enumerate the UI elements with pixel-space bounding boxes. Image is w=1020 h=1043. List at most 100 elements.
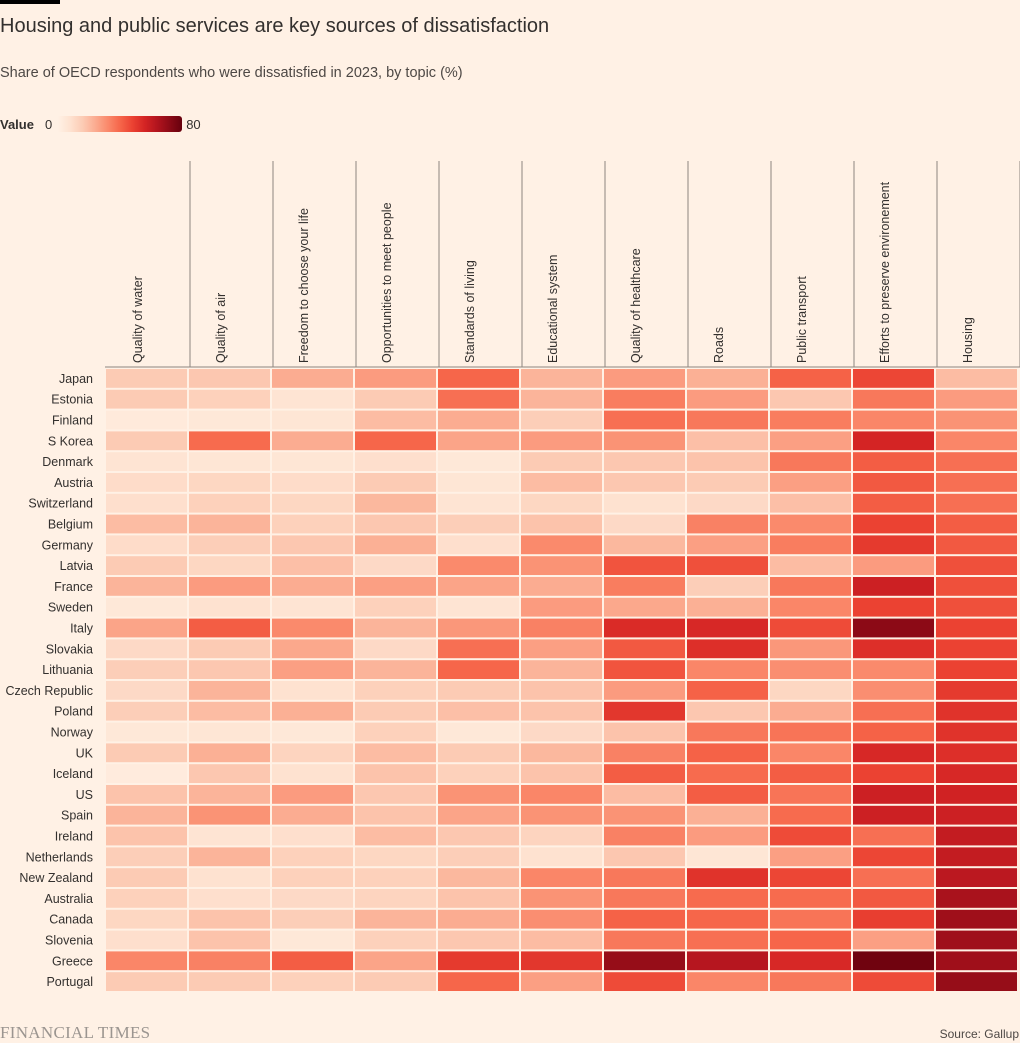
heatmap-cell [687, 722, 768, 742]
heatmap-cell [770, 597, 851, 617]
heatmap-cell [438, 847, 519, 867]
heatmap-cell [438, 493, 519, 513]
heatmap-cell [853, 951, 934, 971]
heatmap-cell [853, 410, 934, 430]
heatmap-cell [687, 431, 768, 451]
heatmap-cell [189, 743, 270, 763]
heatmap-cell [272, 577, 353, 596]
heatmap-cell [770, 431, 851, 451]
heatmap-cell [355, 951, 436, 971]
heatmap-cell [853, 535, 934, 555]
heatmap-cell [853, 722, 934, 742]
heatmap-cell [687, 889, 768, 908]
heatmap-cell [936, 826, 1017, 846]
heatmap-cell [936, 951, 1017, 971]
heatmap-cell [687, 514, 768, 534]
heatmap-cell [936, 431, 1017, 451]
heatmap-chart: Quality of water Quality of air Freedom to… [5, 161, 1020, 991]
heatmap-cell [355, 577, 436, 596]
heatmap-cell [853, 577, 934, 596]
heatmap-cell [355, 431, 436, 451]
heatmap-cell [438, 681, 519, 700]
heatmap-cell [936, 868, 1017, 887]
heatmap-cell [189, 889, 270, 908]
heatmap-cell [355, 660, 436, 679]
heatmap-cell [604, 597, 685, 617]
heatmap-cell [687, 577, 768, 596]
column-label: Quality of healthcare [629, 248, 643, 363]
heatmap-cell [438, 514, 519, 534]
heatmap-cell [936, 972, 1017, 991]
heatmap-cell [106, 930, 187, 950]
heatmap-cell [936, 556, 1017, 575]
heatmap-cell [853, 681, 934, 700]
heatmap-cell [853, 972, 934, 991]
heatmap-cell [521, 493, 602, 513]
heatmap-cell [604, 577, 685, 596]
heatmap-cell [189, 639, 270, 659]
heatmap-cell [438, 701, 519, 721]
row-label: Greece [52, 954, 93, 968]
heatmap-cell [106, 889, 187, 908]
heatmap-cell [355, 597, 436, 617]
heatmap-cell [106, 701, 187, 721]
heatmap-cell [687, 535, 768, 555]
heatmap-cell [272, 639, 353, 659]
heatmap-cell [687, 930, 768, 950]
heatmap-cell [438, 764, 519, 783]
heatmap-cell [355, 972, 436, 991]
heatmap-cell [604, 826, 685, 846]
heatmap-cell [521, 556, 602, 575]
heatmap-cell [604, 743, 685, 763]
heatmap-cell [438, 660, 519, 679]
heatmap-cell [106, 951, 187, 971]
heatmap-cell [189, 514, 270, 534]
heatmap-cell [687, 909, 768, 929]
heatmap-cell [272, 369, 353, 388]
heatmap-cell [853, 514, 934, 534]
heatmap-cell [272, 452, 353, 471]
heatmap-cell [604, 556, 685, 575]
heatmap-cell [936, 389, 1017, 409]
heatmap-cell [687, 805, 768, 825]
heatmap-cell [189, 826, 270, 846]
heatmap-cell [189, 410, 270, 430]
heatmap-cell [438, 577, 519, 596]
heatmap-cell [604, 535, 685, 555]
heatmap-cell [189, 369, 270, 388]
row-label: Poland [54, 705, 93, 719]
heatmap-cell [106, 764, 187, 783]
heatmap-cell [272, 660, 353, 679]
heatmap-cell [189, 701, 270, 721]
heatmap-cell [687, 972, 768, 991]
heatmap-cell [272, 431, 353, 451]
heatmap-cell [521, 868, 602, 887]
heatmap-cell [189, 577, 270, 596]
row-label: Sweden [48, 601, 93, 615]
heatmap-cell [106, 639, 187, 659]
row-label: Netherlands [26, 850, 93, 864]
heatmap-cell [106, 847, 187, 867]
heatmap-cell [687, 473, 768, 492]
heatmap-cell [272, 493, 353, 513]
heatmap-cell [438, 452, 519, 471]
heatmap-cell [189, 535, 270, 555]
heatmap-cell [853, 826, 934, 846]
heatmap-cell [438, 473, 519, 492]
heatmap-cell [687, 743, 768, 763]
heatmap-cell [106, 785, 187, 804]
heatmap-cell [604, 431, 685, 451]
heatmap-cell [936, 805, 1017, 825]
heatmap-cell [936, 369, 1017, 388]
heatmap-cell [272, 785, 353, 804]
heatmap-cell [521, 847, 602, 867]
heatmap-cell [272, 764, 353, 783]
heatmap-cell [355, 389, 436, 409]
heatmap-cell [770, 868, 851, 887]
heatmap-cell [936, 452, 1017, 471]
heatmap-cell [438, 556, 519, 575]
heatmap-cell [936, 597, 1017, 617]
heatmap-cell [604, 847, 685, 867]
heatmap-cell [438, 951, 519, 971]
heatmap-cell [189, 660, 270, 679]
